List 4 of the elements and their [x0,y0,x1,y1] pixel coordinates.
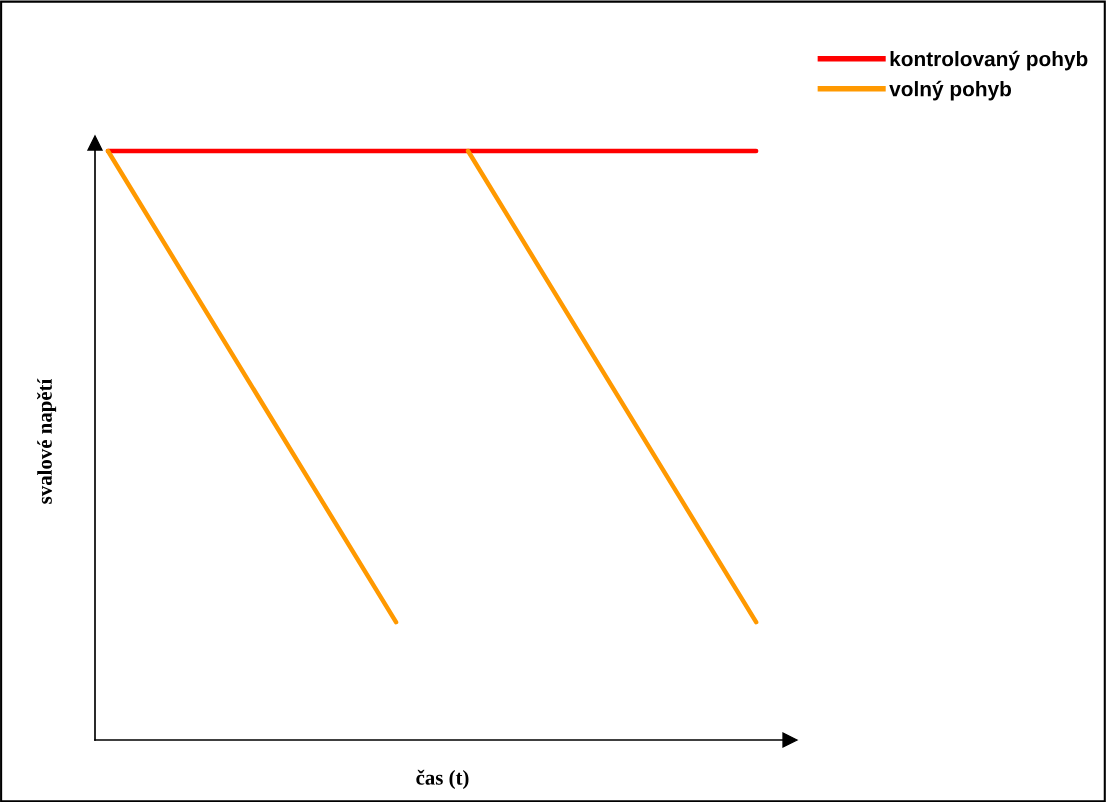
y-axis-title: svalové napětí [36,378,57,504]
x-axis-title: čas (t) [416,769,469,789]
legend-label: kontrolovaný pohyb [890,50,1088,71]
legend-label: volný pohyb [889,80,1012,101]
